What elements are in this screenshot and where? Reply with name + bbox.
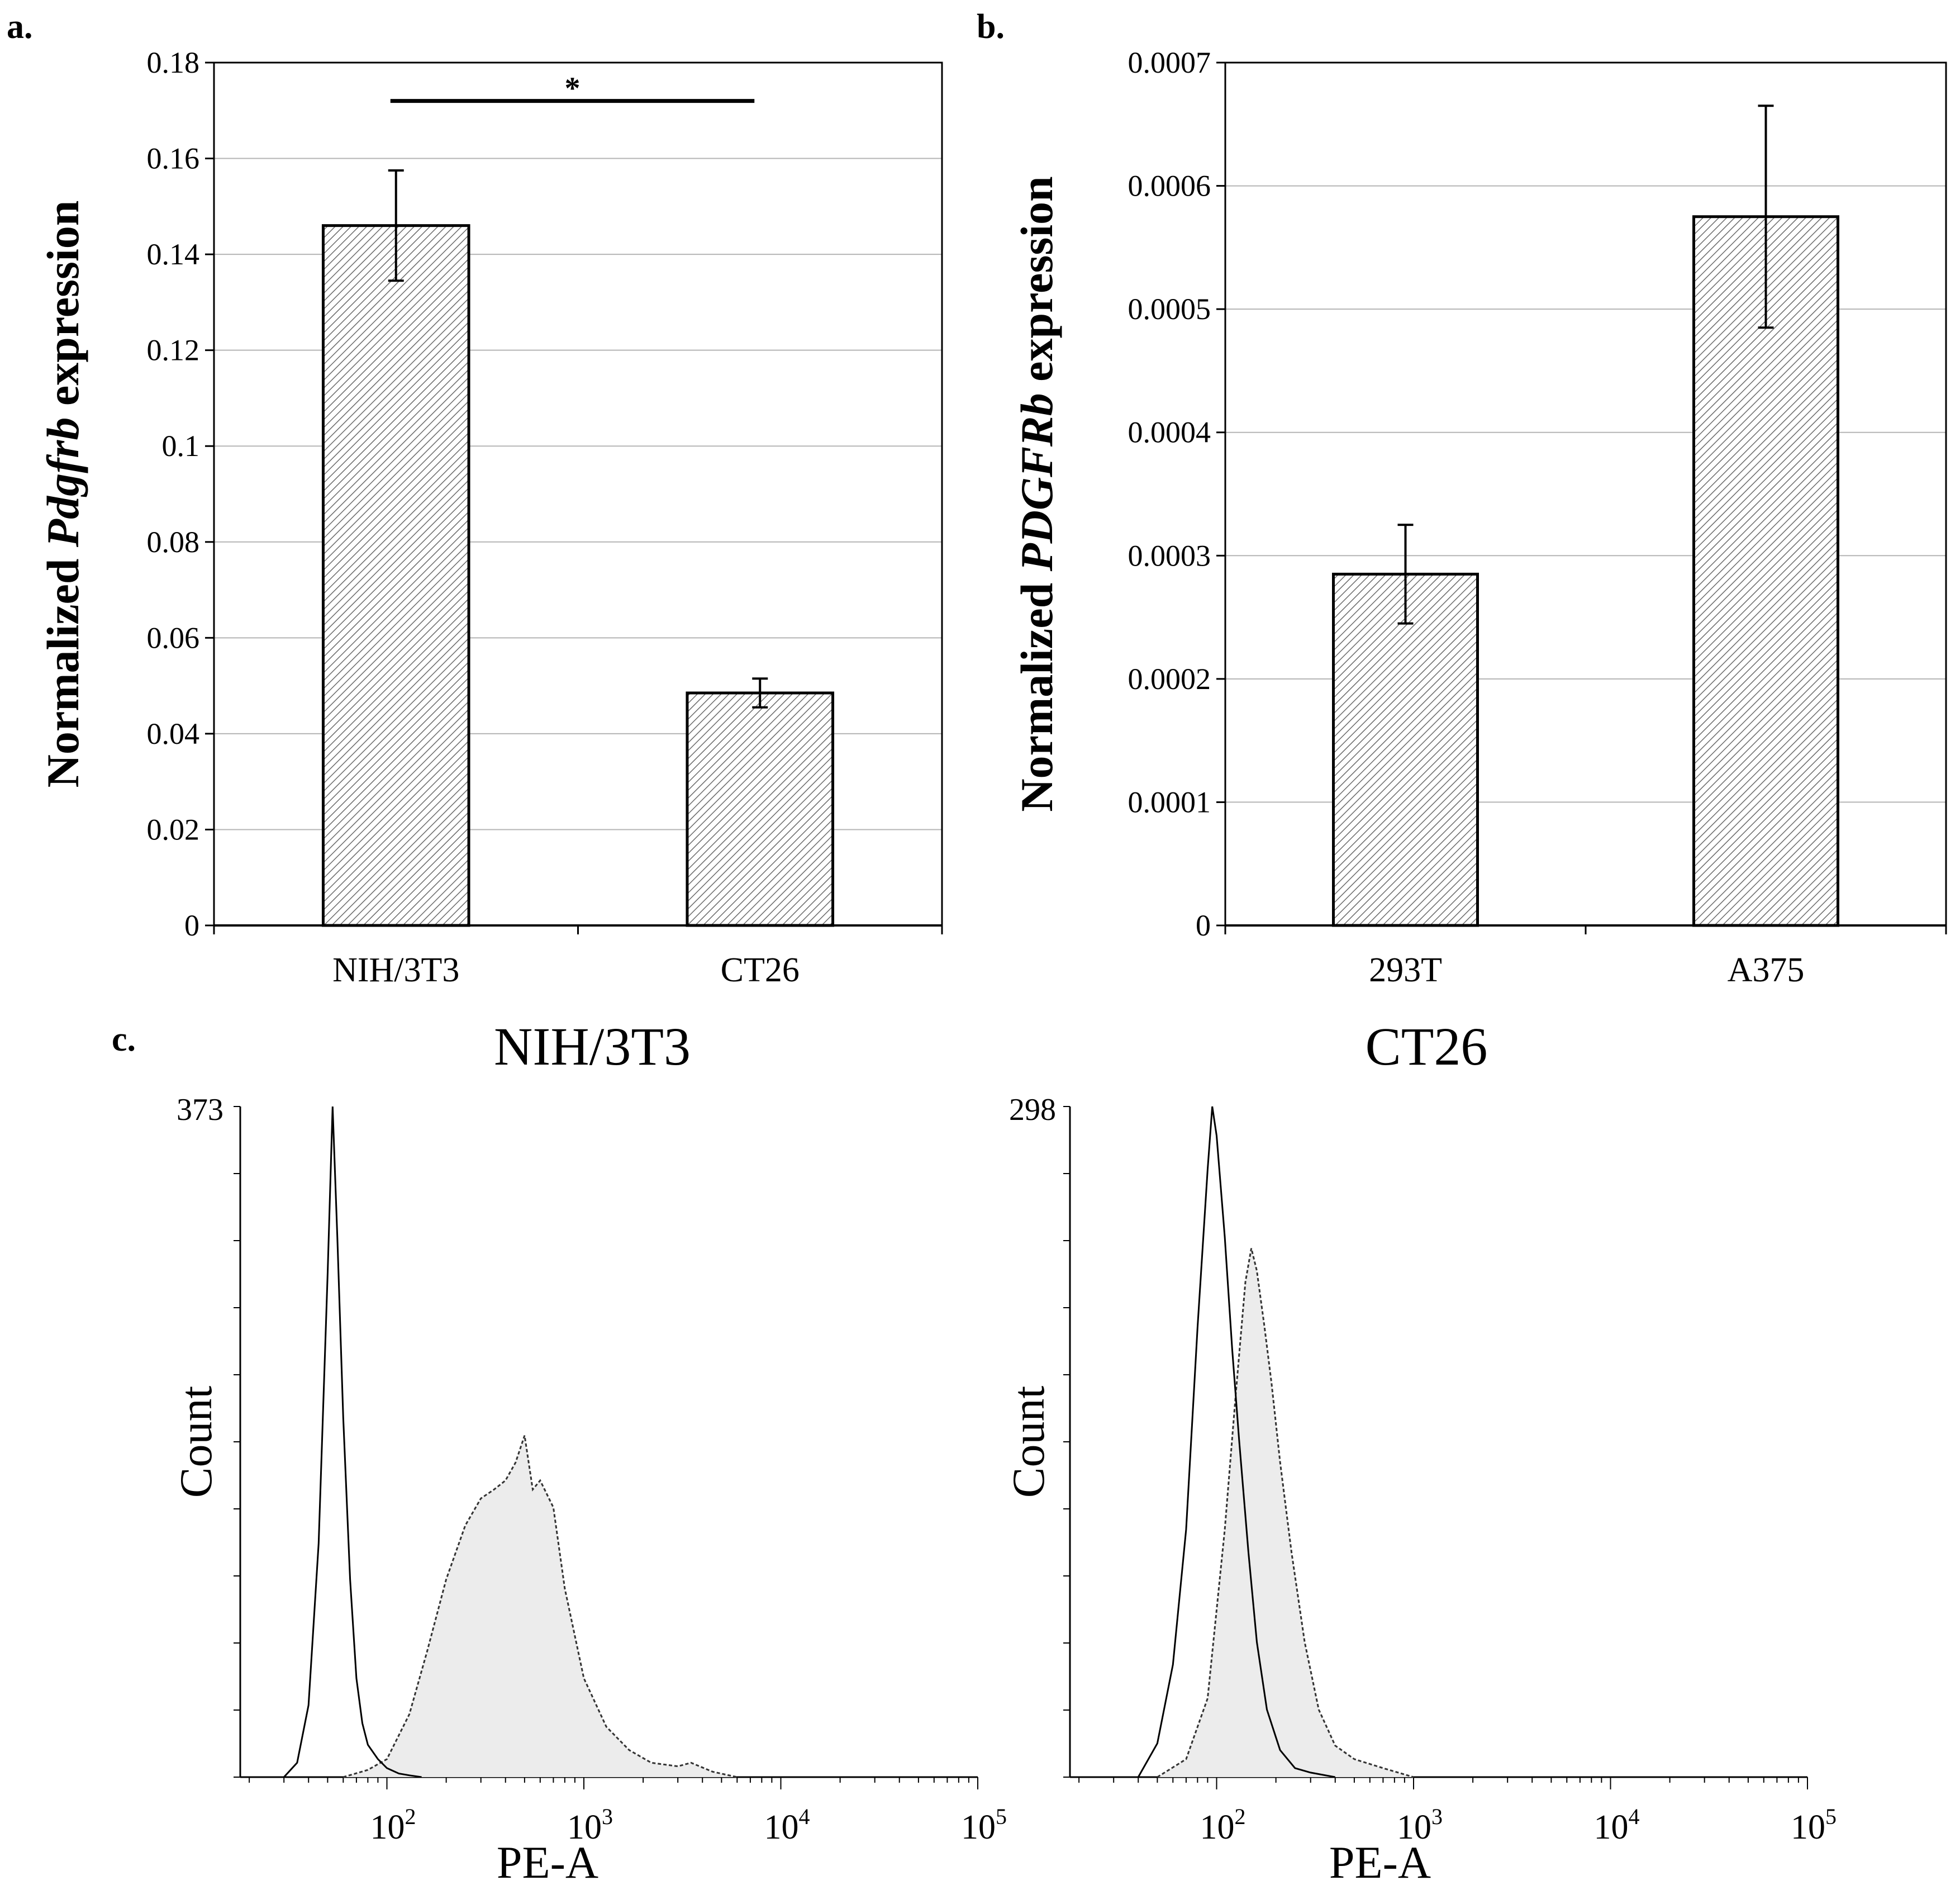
- a-x-tick-label: CT26: [721, 951, 800, 989]
- b-bar-A375: [1692, 215, 1839, 927]
- c2-x-tick-base: 10: [1594, 1808, 1629, 1846]
- c2-x-tick-label: 102: [1200, 1804, 1246, 1846]
- c1-y-axis-title: Count: [170, 1386, 221, 1498]
- b-y-tick-label: 0.0004: [1128, 416, 1211, 449]
- a-bar-NIH/3T3: [321, 224, 470, 927]
- b-y-tick-label: 0.0003: [1128, 539, 1211, 572]
- c1-x-tick-base: 10: [764, 1808, 799, 1846]
- a-significance: *: [390, 72, 755, 106]
- c2-x-tick-label: 103: [1397, 1804, 1443, 1846]
- a-y-tick-label: 0.1: [162, 429, 200, 463]
- a-error-bars: [388, 169, 768, 709]
- a-y-tick-label: 0: [184, 909, 199, 942]
- c1-x-tick-base: 10: [370, 1808, 405, 1846]
- b-x-ticks: 293T A375: [1224, 924, 1947, 989]
- chart-c-ct26: CT26 298 Count PE-A 102 103 104 105: [1003, 1017, 1837, 1888]
- c1-ymax-label: 373: [177, 1093, 223, 1127]
- c1-x-tick-exponent: 4: [799, 1804, 810, 1829]
- b-bars: [1332, 215, 1839, 927]
- c1-x-tick-base: 10: [567, 1808, 602, 1846]
- c2-x-tick-exponent: 3: [1431, 1804, 1443, 1829]
- a-y-tick-label: 0.16: [147, 142, 200, 175]
- b-y-axis-title: Normalized PDGFRb expression: [1011, 176, 1062, 811]
- chart-a: 0 0.02 0.04 0.06 0.08 0.1 0.12 0.14 0.16 0.18 NIH…: [37, 46, 943, 989]
- c2-title: CT26: [1366, 1017, 1488, 1076]
- b-y-tick-label: 0.0006: [1128, 169, 1211, 203]
- c1-x-tick-label: 105: [961, 1804, 1007, 1846]
- a-x-ticks: NIH/3T3 CT26: [213, 924, 943, 989]
- a-ylabel-prefix: Normalized: [37, 558, 88, 787]
- b-ylabel-prefix: Normalized: [1011, 583, 1062, 812]
- c2-y-axis-title: Count: [1003, 1386, 1054, 1498]
- c1-curves: [283, 1106, 738, 1778]
- c1-x-tick-base: 10: [961, 1808, 996, 1846]
- panel-label-c: c.: [112, 1020, 136, 1058]
- b-x-tick-label: A375: [1728, 951, 1805, 989]
- b-bar-293T: [1332, 572, 1479, 927]
- c1-series-anti-pdgfrb-fill: [343, 1435, 738, 1777]
- c1-x-tick-exponent: 5: [996, 1804, 1007, 1829]
- chart-b: 0 0.0001 0.0002 0.0003 0.0004 0.0005 0.0006 0.0…: [1011, 46, 1947, 989]
- c1-x-tick-exponent: 2: [405, 1804, 416, 1829]
- c1-series-isotype-control-line: [283, 1106, 422, 1778]
- a-significance-star: *: [565, 72, 581, 106]
- c1-x-ticks: 102 103 104 105: [370, 1804, 1007, 1846]
- a-y-tick-label: 0.08: [147, 525, 200, 559]
- a-bar-CT26: [686, 691, 835, 927]
- b-y-tick-label: 0.0007: [1128, 46, 1211, 79]
- c2-series-anti-pdgfrb-fill: [1157, 1248, 1414, 1777]
- c1-series-anti-pdgfrb-line: [342, 1435, 738, 1778]
- b-y-tick-label: 0: [1196, 909, 1211, 942]
- a-y-tick-label: 0.02: [147, 813, 200, 846]
- c2-x-tick-base: 10: [1791, 1808, 1825, 1846]
- c2-x-tick-base: 10: [1200, 1808, 1235, 1846]
- c2-x-axis-title: PE-A: [1329, 1837, 1431, 1888]
- c2-x-tick-exponent: 5: [1825, 1804, 1837, 1829]
- a-bars: [321, 224, 835, 927]
- b-y-tick-label: 0.0002: [1128, 662, 1211, 696]
- a-y-tick-label: 0.12: [147, 334, 200, 367]
- c2-curves: [1137, 1106, 1414, 1778]
- a-y-ticks: 0 0.02 0.04 0.06 0.08 0.1 0.12 0.14 0.16 0.18: [147, 46, 214, 942]
- a-y-tick-label: 0.04: [147, 717, 200, 751]
- c2-x-tick-exponent: 4: [1629, 1804, 1640, 1829]
- a-ylabel-gene: Pdgfrb: [37, 417, 88, 548]
- c1-x-axis-title: PE-A: [497, 1837, 598, 1888]
- c2-x-tick-base: 10: [1397, 1808, 1431, 1846]
- c2-x-tick-label: 104: [1594, 1804, 1640, 1846]
- b-ylabel-gene: PDGFRb: [1011, 393, 1062, 572]
- a-x-tick-label: NIH/3T3: [332, 951, 459, 989]
- c1-x-tick-exponent: 3: [602, 1804, 613, 1829]
- chart-c-nih3t3: NIH/3T3 373 Count PE-A 102 103 104 105: [170, 1017, 1007, 1888]
- b-y-tick-label: 0.0001: [1128, 785, 1211, 819]
- a-y-tick-label: 0.18: [147, 46, 200, 79]
- a-y-tick-label: 0.06: [147, 621, 200, 654]
- panel-label-a: a.: [7, 8, 33, 46]
- c2-x-ticks: 102 103 104 105: [1200, 1804, 1837, 1846]
- c2-series-isotype-control-line: [1137, 1106, 1335, 1778]
- c1-x-tick-label: 104: [764, 1804, 810, 1846]
- b-y-tick-label: 0.0005: [1128, 292, 1211, 326]
- a-ylabel-suffix: expression: [37, 201, 88, 406]
- panel-label-b: b.: [977, 8, 1005, 46]
- b-y-ticks: 0 0.0001 0.0002 0.0003 0.0004 0.0005 0.0006 0.0…: [1128, 46, 1225, 942]
- b-x-tick-label: 293T: [1369, 951, 1442, 989]
- b-ylabel-suffix: expression: [1011, 176, 1062, 382]
- c2-ymax-label: 298: [1009, 1093, 1056, 1127]
- c1-x-tick-label: 103: [567, 1804, 613, 1846]
- b-error-bars: [1397, 105, 1774, 625]
- c2-x-tick-label: 105: [1791, 1804, 1837, 1846]
- a-y-axis-title: Normalized Pdgfrb expression: [37, 201, 88, 788]
- c1-title: NIH/3T3: [494, 1017, 691, 1076]
- c2-axes: [1063, 1106, 1808, 1789]
- c1-x-tick-label: 102: [370, 1804, 416, 1846]
- a-y-tick-label: 0.14: [147, 238, 200, 271]
- c2-x-tick-exponent: 2: [1235, 1804, 1246, 1829]
